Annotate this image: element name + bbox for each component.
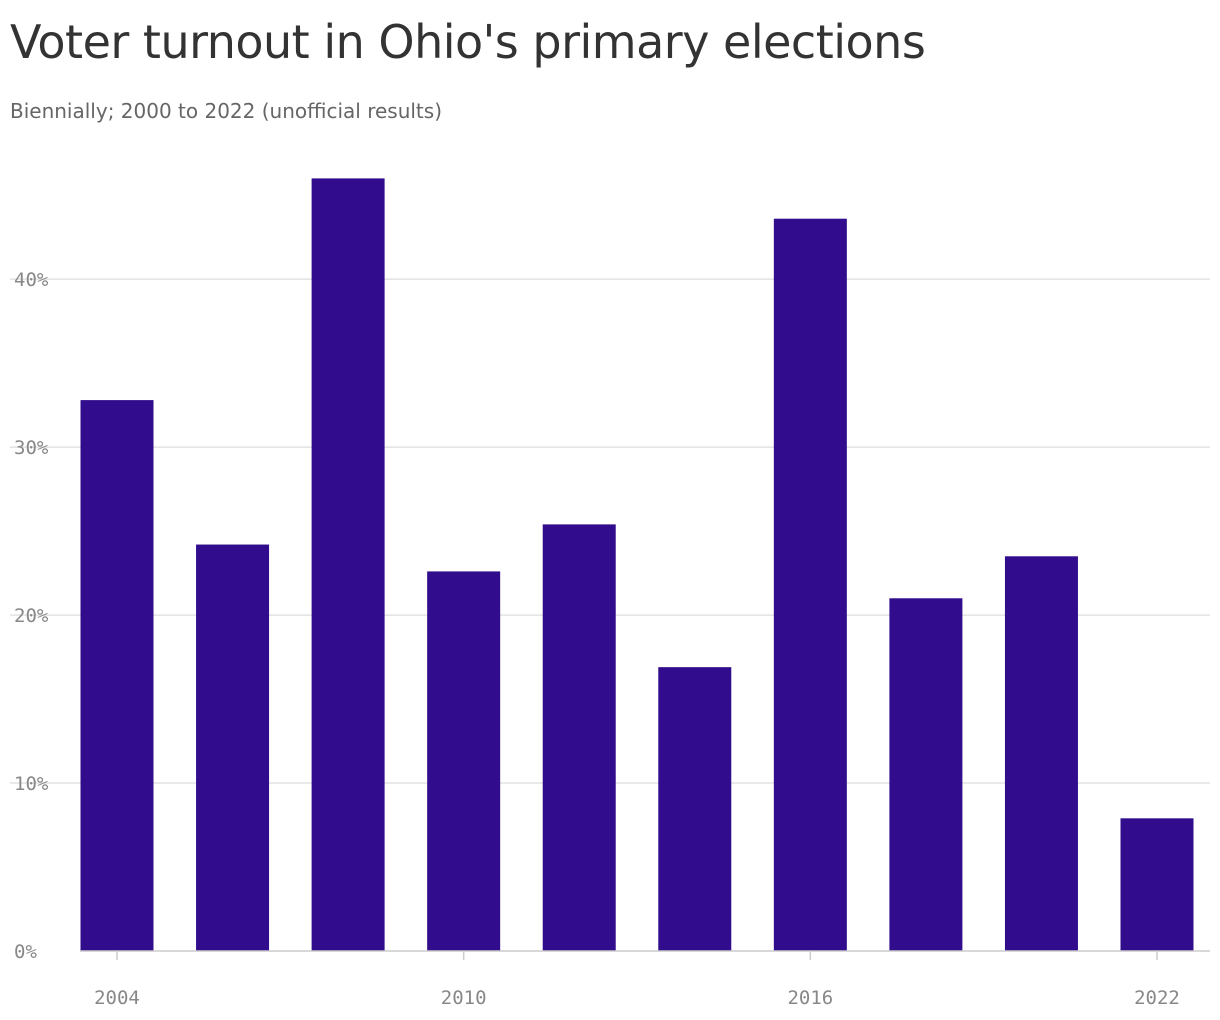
bar xyxy=(427,571,501,951)
y-tick-label: 30% xyxy=(14,437,49,459)
bar xyxy=(80,400,154,951)
chart-title: Voter turnout in Ohio's primary election… xyxy=(10,15,926,69)
y-axis-ticks: 0% 10% 20% 30% 40% xyxy=(14,269,49,963)
x-tick-label: 2016 xyxy=(787,987,833,1009)
y-tick-label: 0% xyxy=(14,941,37,963)
x-tick-label: 2004 xyxy=(94,987,140,1009)
x-axis-ticks: 2004 2010 2016 2022 xyxy=(94,951,1180,1009)
bar xyxy=(658,667,732,951)
x-tick-label: 2010 xyxy=(441,987,487,1009)
bar xyxy=(196,544,270,951)
bar xyxy=(542,524,616,951)
bars xyxy=(80,178,1194,952)
bar xyxy=(889,598,963,951)
bar xyxy=(1120,818,1194,951)
chart-subtitle: Biennially; 2000 to 2022 (unofficial res… xyxy=(10,99,442,123)
bar xyxy=(773,218,847,951)
y-tick-label: 10% xyxy=(14,773,49,795)
x-tick-label: 2022 xyxy=(1134,987,1180,1009)
y-tick-label: 40% xyxy=(14,269,49,291)
bar xyxy=(1004,556,1078,951)
bar xyxy=(311,178,385,952)
y-tick-label: 20% xyxy=(14,605,49,627)
